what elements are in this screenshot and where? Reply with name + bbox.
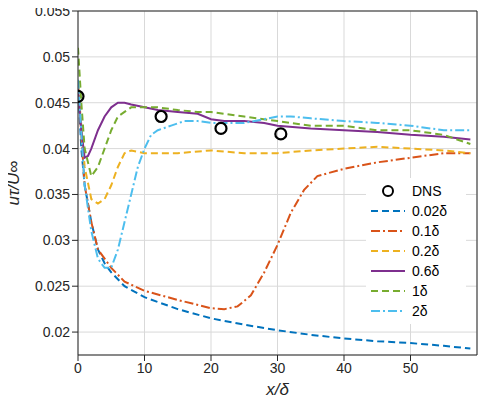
html-text:0.1δ: 0.1δ	[412, 223, 440, 239]
html-text:DNS: DNS	[412, 183, 442, 199]
svg-text:0: 0	[74, 360, 82, 376]
svg-text:uτ/U∞: uτ/U∞	[8, 161, 23, 206]
svg-text:20: 20	[203, 360, 219, 376]
svg-text:0.03: 0.03	[43, 232, 70, 248]
svg-text:0.04: 0.04	[43, 141, 70, 157]
html-text:0.02δ: 0.02δ	[412, 203, 447, 219]
svg-text:50: 50	[403, 360, 419, 376]
svg-text:0.045: 0.045	[35, 95, 70, 111]
svg-text:40: 40	[336, 360, 352, 376]
svg-text:0.05: 0.05	[43, 49, 70, 65]
html-text:2δ: 2δ	[412, 303, 428, 319]
html-text:1δ: 1δ	[412, 283, 428, 299]
svg-text:0.025: 0.025	[35, 278, 70, 294]
svg-text:30: 30	[270, 360, 286, 376]
html-text:0.2δ: 0.2δ	[412, 243, 440, 259]
html-text:0.6δ: 0.6δ	[412, 263, 440, 279]
svg-text:x/δ: x/δ	[265, 380, 289, 399]
svg-text:0.02: 0.02	[43, 324, 70, 340]
svg-text:0.035: 0.035	[35, 186, 70, 202]
svg-text:10: 10	[137, 360, 153, 376]
svg-text:0.055: 0.055	[35, 8, 70, 19]
